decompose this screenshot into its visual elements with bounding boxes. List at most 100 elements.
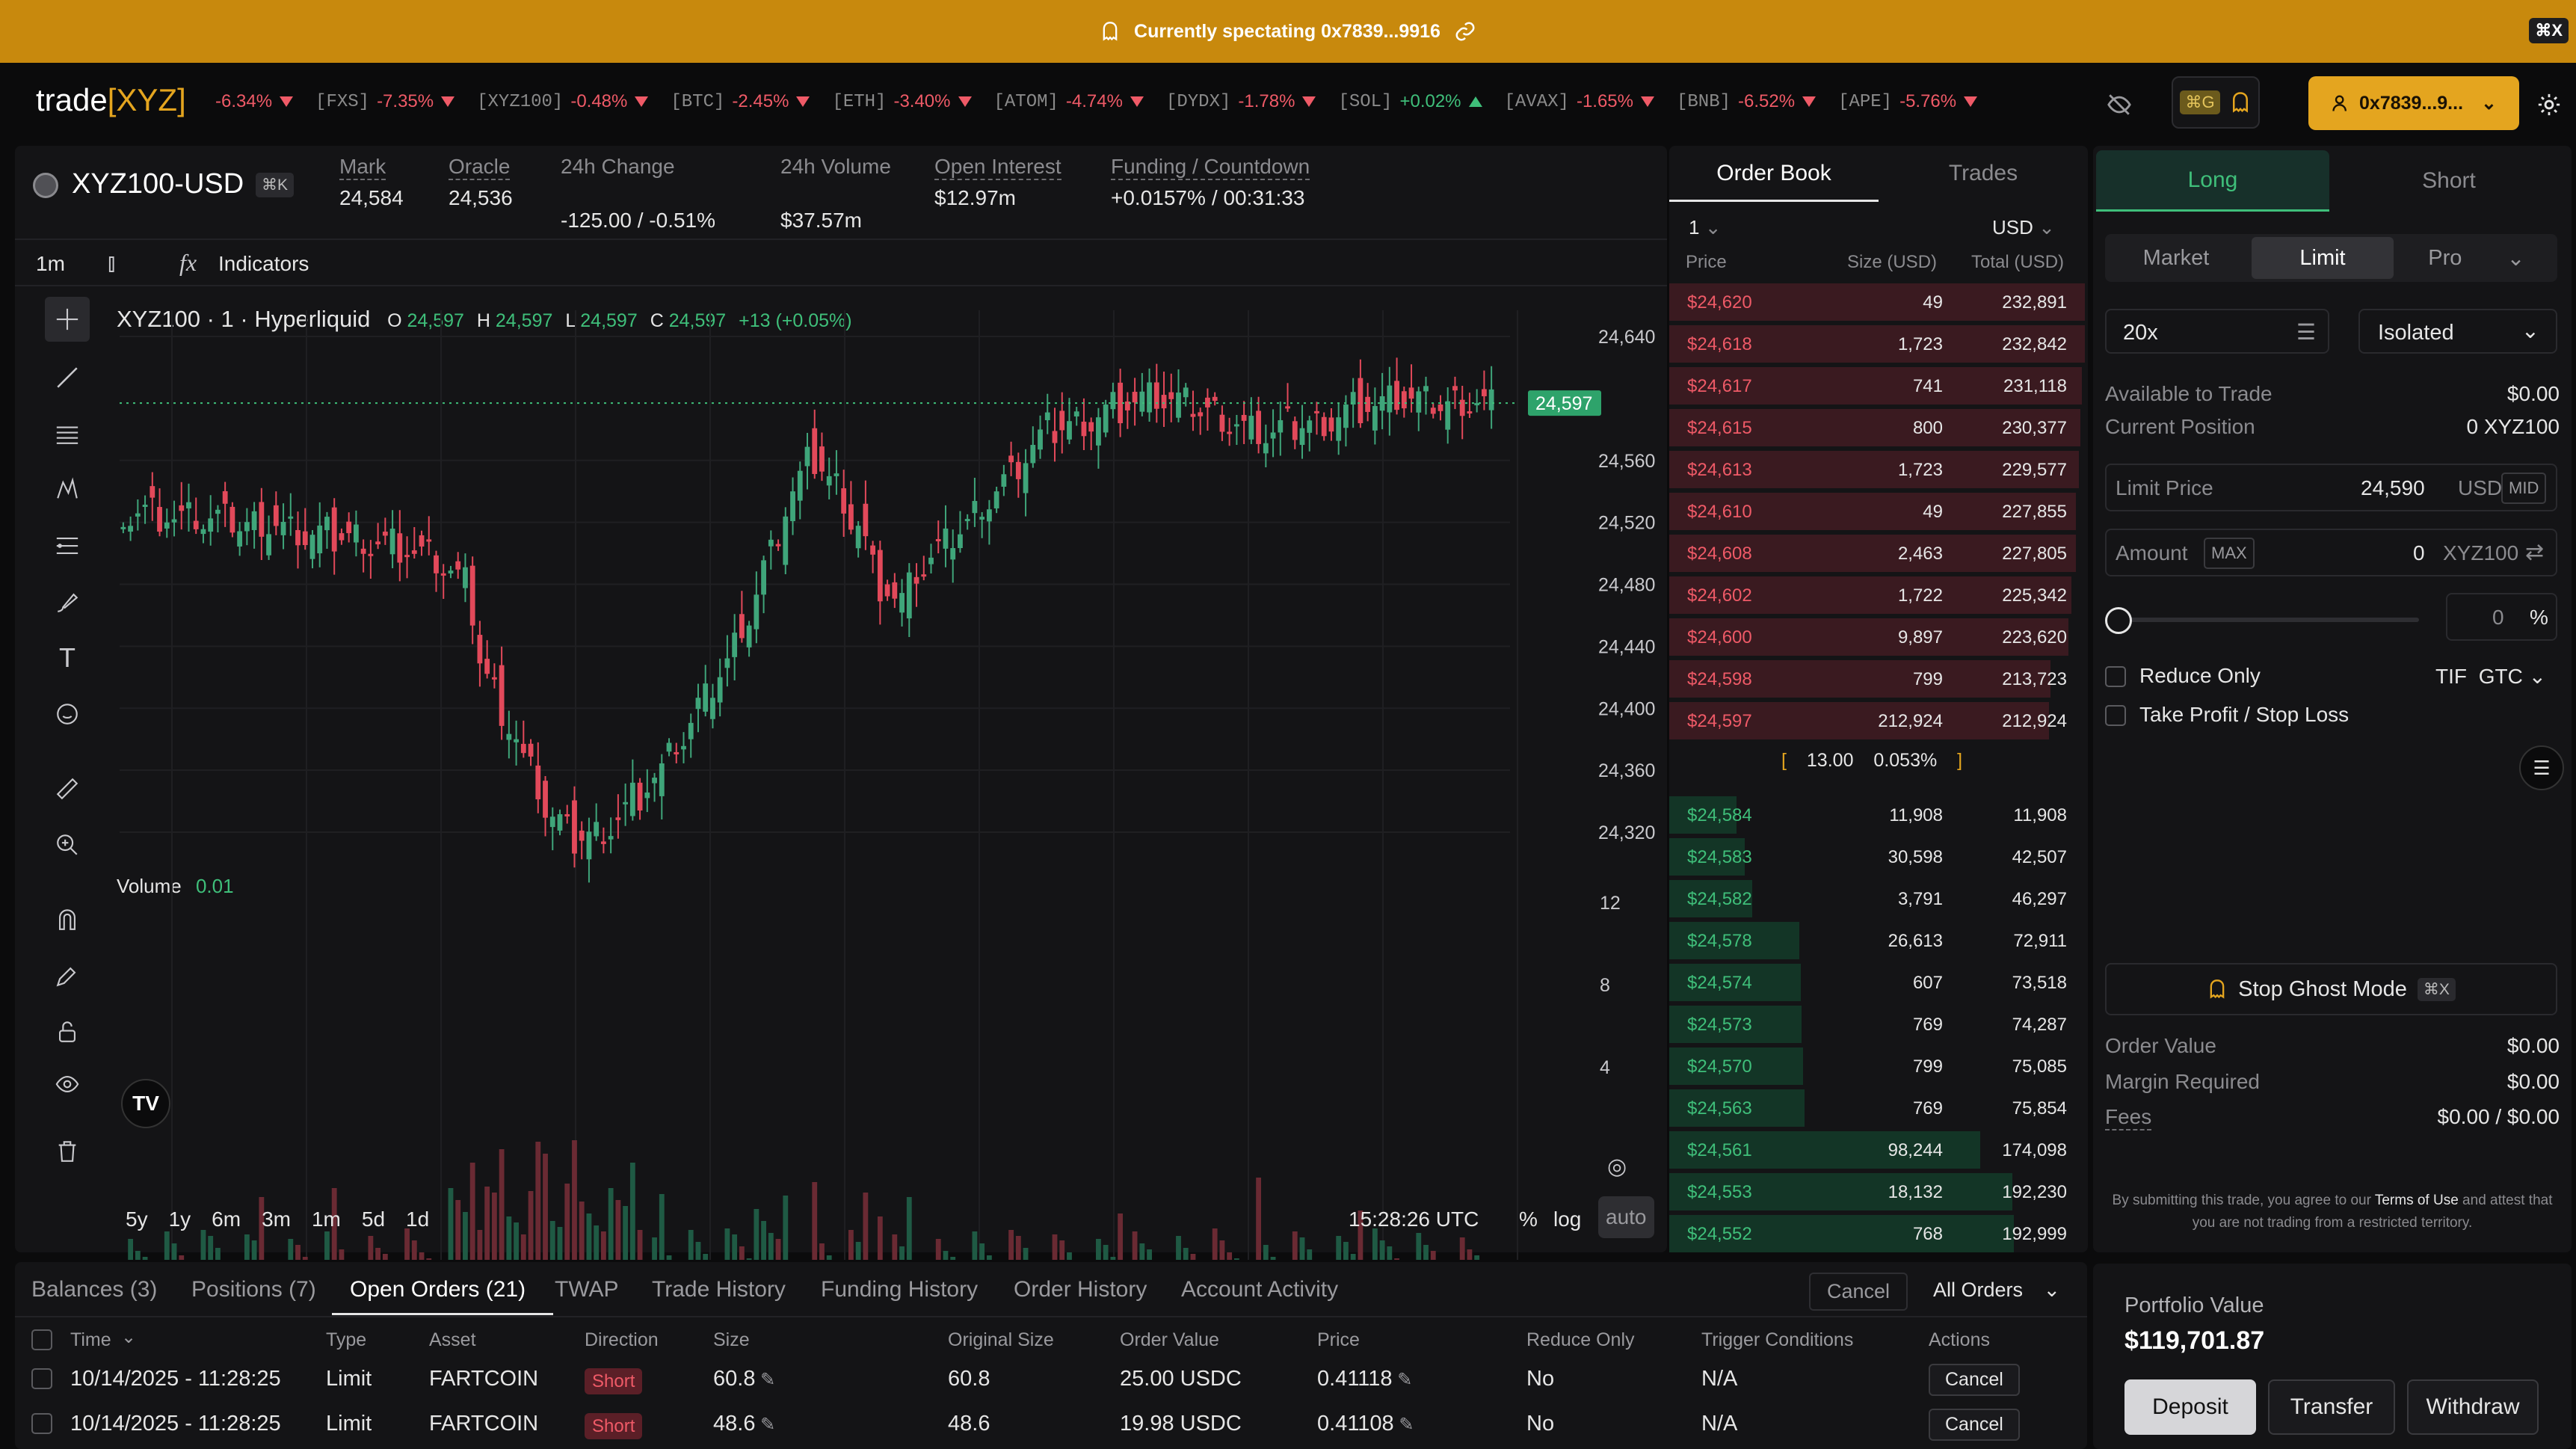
tab-trades[interactable]: Trades bbox=[1948, 161, 2018, 185]
bid-row[interactable]: $24,570 799 75,085 bbox=[1669, 1047, 2085, 1085]
ask-row[interactable]: $24,608 2,463 227,805 bbox=[1669, 535, 2085, 572]
limit-price-value[interactable]: 24,590 bbox=[2361, 476, 2425, 499]
limit-price-field[interactable]: Limit Price 24,590 USD MID bbox=[2105, 464, 2557, 511]
bid-row[interactable]: $24,578 26,613 72,911 bbox=[1669, 922, 2085, 959]
text-icon[interactable]: T bbox=[59, 642, 76, 673]
tab-positions-7-[interactable]: Positions (7) bbox=[191, 1277, 316, 1302]
ticker-item[interactable]: [ATOM] -4.74% bbox=[994, 91, 1144, 112]
ask-row[interactable]: $24,597 212,924 212,924 bbox=[1669, 702, 2085, 739]
ask-row[interactable]: $24,602 1,722 225,342 bbox=[1669, 576, 2085, 614]
indicators-fx-icon[interactable]: fx bbox=[179, 249, 197, 276]
row-checkbox[interactable] bbox=[31, 1413, 52, 1434]
ask-row[interactable]: $24,613 1,723 229,577 bbox=[1669, 451, 2085, 488]
ticker-item[interactable]: [APE] -5.76% bbox=[1838, 91, 1978, 112]
sort-chevron-icon[interactable]: ⌄ bbox=[121, 1327, 137, 1347]
tab-balances-3-[interactable]: Balances (3) bbox=[31, 1277, 158, 1302]
hide-icon[interactable] bbox=[2097, 84, 2142, 126]
log-toggle[interactable]: log bbox=[1553, 1208, 1582, 1231]
ask-row[interactable]: $24,600 9,897 223,620 bbox=[1669, 618, 2085, 656]
bid-row[interactable]: $24,563 769 75,854 bbox=[1669, 1089, 2085, 1127]
edit-pencil-icon[interactable]: ✎ bbox=[755, 1370, 776, 1390]
ticker-item[interactable]: [SOL] +0.02% bbox=[1338, 91, 1482, 112]
bid-row[interactable]: $24,561 98,244 174,098 bbox=[1669, 1131, 2085, 1169]
bid-row[interactable]: $24,584 11,908 11,908 bbox=[1669, 796, 2085, 834]
tpsl-checkbox[interactable] bbox=[2105, 705, 2126, 726]
amount-slider[interactable] bbox=[2105, 606, 2419, 634]
indicators-button[interactable]: Indicators bbox=[218, 252, 309, 275]
market-selector[interactable]: XYZ100-USD bbox=[72, 168, 244, 200]
currency-select[interactable]: USD ⌄ bbox=[1992, 216, 2055, 239]
tab-long[interactable]: Long bbox=[2096, 150, 2329, 212]
zoom-in-icon[interactable] bbox=[45, 822, 90, 867]
lock-icon[interactable] bbox=[45, 1009, 90, 1054]
tab-order-history[interactable]: Order History bbox=[1014, 1277, 1147, 1302]
select-all-checkbox[interactable] bbox=[31, 1329, 52, 1350]
fib-icon[interactable] bbox=[45, 523, 90, 568]
tab-limit[interactable]: Limit bbox=[2252, 237, 2394, 279]
bid-row[interactable]: $24,574 607 73,518 bbox=[1669, 964, 2085, 1001]
tab-funding-history[interactable]: Funding History bbox=[821, 1277, 979, 1302]
tab-trade-history[interactable]: Trade History bbox=[652, 1277, 786, 1302]
range-5y[interactable]: 5y bbox=[126, 1208, 148, 1231]
tradingview-logo[interactable]: TV bbox=[121, 1079, 170, 1128]
withdraw-button[interactable]: Withdraw bbox=[2407, 1379, 2539, 1435]
pattern-icon[interactable] bbox=[45, 467, 90, 512]
tab-open-orders-21-[interactable]: Open Orders (21) bbox=[350, 1277, 526, 1302]
ticker-item[interactable]: [AVAX] -1.65% bbox=[1505, 91, 1654, 112]
bid-row[interactable]: $24,582 3,791 46,297 bbox=[1669, 880, 2085, 917]
horizontal-lines-icon[interactable] bbox=[45, 411, 90, 456]
percent-toggle[interactable]: % bbox=[1519, 1208, 1538, 1231]
settings-gear-icon[interactable] bbox=[2530, 84, 2568, 126]
ticker-item[interactable]: [ETH] -3.40% bbox=[832, 91, 972, 112]
bid-row[interactable]: $24,583 30,598 42,507 bbox=[1669, 838, 2085, 876]
eye-icon[interactable] bbox=[45, 1062, 90, 1107]
range-5d[interactable]: 5d bbox=[361, 1208, 386, 1231]
mid-button[interactable]: MID bbox=[2501, 473, 2547, 504]
bid-row[interactable]: $24,552 768 192,999 bbox=[1669, 1215, 2085, 1252]
transfer-button[interactable]: Transfer bbox=[2268, 1379, 2395, 1435]
price-chart[interactable]: 24,640 24,560 24,520 24,480 24,440 24,400 24,3… bbox=[105, 288, 1667, 1260]
ticker-item[interactable]: [BNB] -6.52% bbox=[1677, 91, 1817, 112]
ask-row[interactable]: $24,615 800 230,377 bbox=[1669, 409, 2085, 446]
amount-value[interactable]: 0 bbox=[2413, 541, 2425, 564]
row-checkbox[interactable] bbox=[31, 1368, 52, 1389]
ask-row[interactable]: $24,618 1,723 232,842 bbox=[1669, 325, 2085, 363]
ticker-item[interactable]: [XYZ100] -0.48% bbox=[477, 91, 649, 112]
pencil-lock-icon[interactable] bbox=[45, 953, 90, 998]
ruler-icon[interactable] bbox=[45, 766, 90, 811]
tab-account-activity[interactable]: Account Activity bbox=[1181, 1277, 1339, 1302]
trash-icon[interactable] bbox=[45, 1129, 90, 1174]
ticker-item[interactable]: [DYDX] -1.78% bbox=[1166, 91, 1316, 112]
slider-thumb[interactable] bbox=[2105, 607, 2132, 634]
max-button[interactable]: MAX bbox=[2204, 538, 2255, 569]
tab-order-book[interactable]: Order Book bbox=[1669, 161, 1879, 202]
leverage-selector[interactable]: 20x ☰ bbox=[2105, 309, 2329, 354]
edit-pencil-icon[interactable]: ✎ bbox=[755, 1415, 776, 1435]
reduce-only-checkbox[interactable] bbox=[2105, 666, 2126, 687]
bid-row[interactable]: $24,573 769 74,287 bbox=[1669, 1006, 2085, 1043]
bid-row[interactable]: $24,553 18,132 192,230 bbox=[1669, 1173, 2085, 1210]
emoji-icon[interactable] bbox=[45, 692, 90, 736]
cancel-order-button[interactable]: Cancel bbox=[1929, 1409, 2020, 1441]
ticker-item[interactable]: [BTC] -2.45% bbox=[671, 91, 810, 112]
candle-style-icon[interactable]: ⫾ bbox=[108, 249, 116, 276]
range-1m[interactable]: 1m bbox=[311, 1208, 341, 1231]
range-1d[interactable]: 1d bbox=[406, 1208, 430, 1231]
amount-field[interactable]: Amount MAX 0 XYZ100 ⇄ bbox=[2105, 529, 2557, 576]
ask-row[interactable]: $24,610 49 227,855 bbox=[1669, 493, 2085, 530]
tab-pro[interactable]: Pro ⌄ bbox=[2428, 245, 2525, 271]
margin-mode-select[interactable]: Isolated ⌄ bbox=[2358, 309, 2557, 354]
range-1y[interactable]: 1y bbox=[168, 1208, 191, 1231]
range-3m[interactable]: 3m bbox=[262, 1208, 291, 1231]
tif-select[interactable]: TIF GTC ⌄ bbox=[2435, 665, 2547, 688]
ticker-item[interactable]: [FXS] -7.35% bbox=[315, 91, 455, 112]
link-icon[interactable] bbox=[1454, 20, 1476, 43]
tab-twap[interactable]: TWAP bbox=[555, 1277, 619, 1302]
cancel-order-button[interactable]: Cancel bbox=[1929, 1364, 2020, 1396]
crosshair-icon[interactable] bbox=[45, 297, 90, 342]
terms-link[interactable]: Terms of Use bbox=[2374, 1193, 2459, 1208]
ghost-mode-button[interactable]: ⌘G bbox=[2172, 76, 2260, 129]
edit-pencil-icon[interactable]: ✎ bbox=[1393, 1415, 1414, 1435]
magnet-icon[interactable] bbox=[45, 897, 90, 942]
ask-row[interactable]: $24,598 799 213,723 bbox=[1669, 660, 2085, 698]
